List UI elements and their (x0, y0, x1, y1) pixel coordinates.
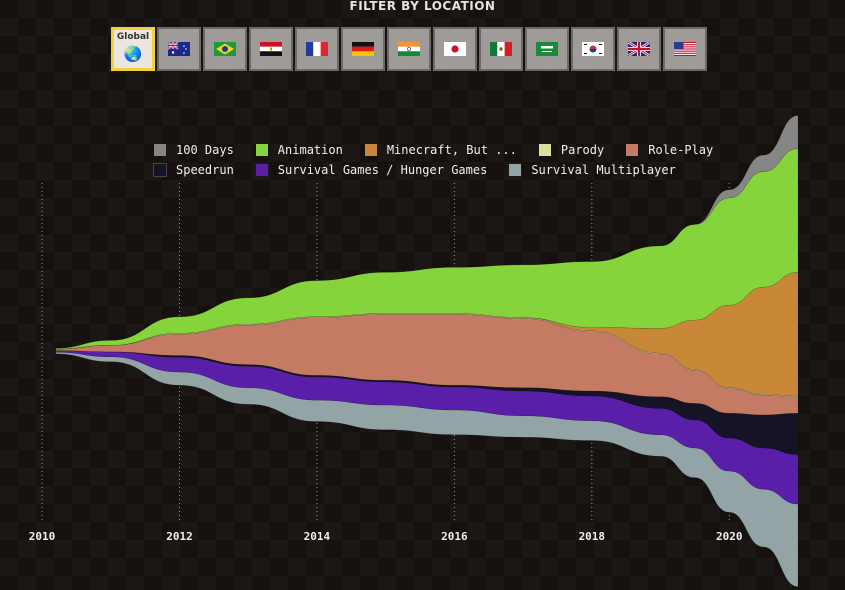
legend-label: Survival Multiplayer (531, 163, 676, 177)
stream-survival-games-hunger-games[interactable] (55, 350, 799, 505)
legend-swatch-speedrun (153, 163, 167, 177)
legend-swatch-survival-games (255, 164, 268, 176)
x-tick-label: 2012 (166, 530, 193, 543)
stream-speedrun[interactable] (55, 350, 799, 455)
legend-item-speedrun[interactable]: Speedrun (153, 163, 234, 177)
legend-item-minecraft-but[interactable]: Minecraft, But ... (364, 143, 517, 157)
location-button-mexico[interactable] (479, 27, 523, 71)
legend-swatch-100-days (154, 144, 166, 156)
filter-title: FILTER BY LOCATION (349, 0, 496, 13)
legend-swatch-parody (538, 144, 551, 156)
france-flag-icon (306, 42, 328, 56)
united-kingdom-flag-icon (628, 42, 650, 56)
location-filter-bar: Global 🌏 (111, 27, 707, 71)
location-button-united-kingdom[interactable] (617, 27, 661, 71)
mexico-flag-icon (490, 42, 512, 56)
location-button-egypt[interactable] (249, 27, 293, 71)
location-button-india[interactable] (387, 27, 431, 71)
location-button-germany[interactable] (341, 27, 385, 71)
legend-swatch-animation (255, 144, 268, 156)
legend-label: Role-Play (648, 143, 714, 157)
stream-survival-multiplayer[interactable] (55, 351, 799, 587)
south-korea-flag-icon (582, 42, 604, 56)
legend-row-2: Speedrun Survival Games / Hunger Games S… (150, 160, 710, 180)
legend-swatch-minecraft-but (364, 144, 377, 156)
location-button-australia[interactable] (157, 27, 201, 71)
location-button-global[interactable]: Global 🌏 (111, 27, 155, 71)
india-flag-icon (398, 42, 420, 56)
legend-label: Animation (277, 143, 343, 157)
legend-swatch-role-play (626, 144, 639, 156)
legend-item-animation[interactable]: Animation (255, 143, 343, 157)
united-states-flag-icon (674, 42, 696, 56)
germany-flag-icon (352, 42, 374, 56)
x-tick-label: 2020 (716, 530, 743, 543)
location-button-south-korea[interactable] (571, 27, 615, 71)
australia-flag-icon (168, 42, 190, 56)
legend-label: Speedrun (176, 163, 234, 177)
x-axis-ticks: 2010 2012 2014 2016 2018 2020 (29, 530, 743, 543)
legend-label: Survival Games / Hunger Games (277, 163, 488, 177)
legend-item-100-days[interactable]: 100 Days (154, 143, 234, 157)
x-tick-label: 2010 (29, 530, 56, 543)
location-button-france[interactable] (295, 27, 339, 71)
x-tick-label: 2014 (304, 530, 331, 543)
location-button-united-states[interactable] (663, 27, 707, 71)
chart-legend: 100 Days Animation Minecraft, But ... Pa… (150, 140, 713, 180)
stream-layers (55, 115, 799, 587)
legend-label: Minecraft, But ... (386, 143, 517, 157)
legend-item-survival-multiplayer[interactable]: Survival Multiplayer (509, 163, 676, 177)
japan-flag-icon (444, 42, 466, 56)
x-tick-label: 2016 (441, 530, 468, 543)
globe-icon: 🌏 (123, 44, 143, 63)
legend-item-parody[interactable]: Parody (538, 143, 605, 157)
legend-item-survival-games[interactable]: Survival Games / Hunger Games (255, 163, 488, 177)
saudi-arabia-flag-icon (536, 42, 558, 56)
legend-row-1: 100 Days Animation Minecraft, But ... Pa… (150, 140, 713, 160)
brazil-flag-icon (214, 42, 236, 56)
location-button-brazil[interactable] (203, 27, 247, 71)
legend-label: Parody (560, 143, 605, 157)
location-button-saudi-arabia[interactable] (525, 27, 569, 71)
global-label: Global (116, 32, 150, 42)
legend-label: 100 Days (176, 143, 234, 157)
stream-100-days[interactable] (55, 115, 799, 349)
legend-item-role-play[interactable]: Role-Play (626, 143, 713, 157)
x-tick-label: 2018 (579, 530, 606, 543)
location-button-japan[interactable] (433, 27, 477, 71)
egypt-flag-icon (260, 42, 282, 56)
legend-swatch-survival-multiplayer (509, 164, 522, 176)
